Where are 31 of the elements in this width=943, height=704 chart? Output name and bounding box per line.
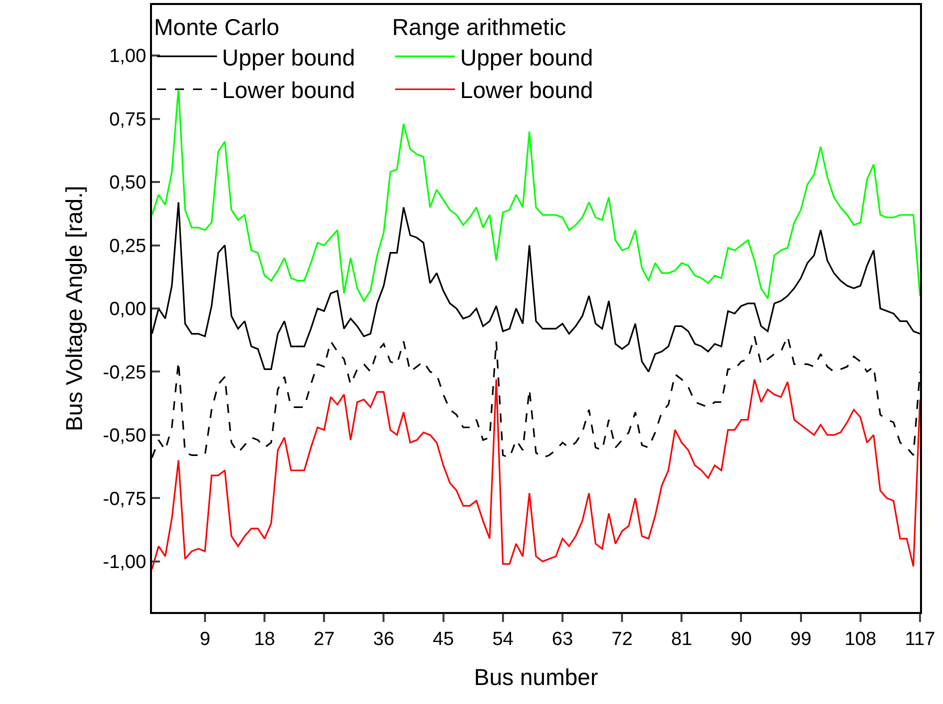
x-tick-label: 90: [730, 628, 752, 650]
x-tick-label: 54: [492, 628, 514, 650]
x-tick-label: 108: [844, 628, 876, 650]
x-tick-label: 99: [790, 628, 812, 650]
y-tick-label: 0,75: [109, 109, 146, 130]
y-tick-label: 0,50: [109, 172, 146, 194]
line-series: [152, 378, 920, 570]
annotation: Monte Carlo: [154, 14, 280, 40]
y-tick-label: 1,00: [109, 46, 146, 68]
y-tick-label: 0,00: [109, 299, 146, 320]
annotation: Range arithmetic: [392, 14, 566, 40]
x-tick-label: 36: [373, 628, 394, 650]
legend-label: Lower bound: [460, 77, 594, 104]
y-tick-label: -0,50: [102, 426, 146, 447]
y-tick-label: -0,75: [102, 488, 146, 510]
y-axis-title: Bus Voltage Angle [rad.]: [60, 186, 87, 432]
x-tick-label: 9: [200, 628, 210, 650]
x-tick-label: 72: [612, 628, 633, 650]
x-tick-label: 63: [552, 628, 574, 650]
y-tick-label: -1,00: [102, 552, 146, 574]
x-tick-label: 81: [671, 628, 692, 650]
x-tick-label: 45: [432, 628, 454, 650]
x-tick-label: 117: [904, 628, 936, 650]
y-tick-label: 0,25: [109, 236, 146, 257]
legend-label: Upper bound: [222, 44, 355, 70]
x-tick-label: 18: [254, 628, 276, 650]
x-axis-title: Bus number: [474, 664, 598, 690]
y-tick-label: -0,25: [102, 362, 146, 384]
x-tick-label: 27: [314, 628, 335, 650]
legend-label: Lower bound: [222, 77, 355, 104]
legend-label: Upper bound: [460, 44, 594, 70]
